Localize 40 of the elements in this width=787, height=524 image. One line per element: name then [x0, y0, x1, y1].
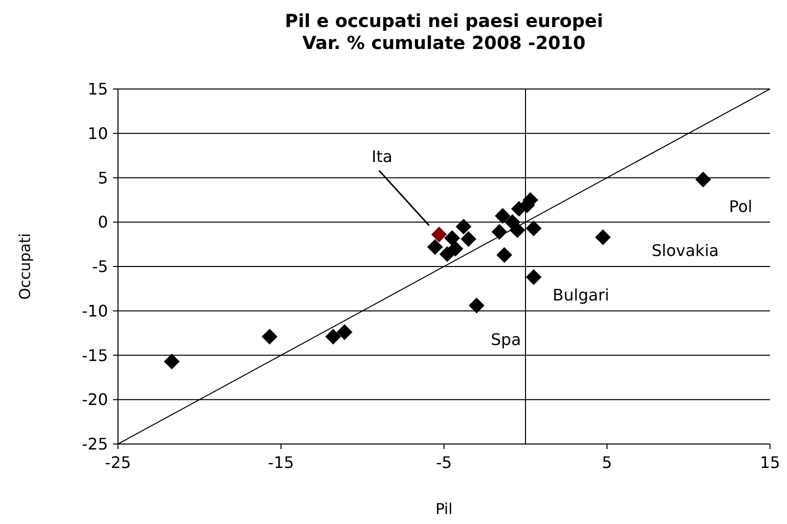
y-tick-label: -15 [82, 346, 108, 365]
x-axis-title: Pil [435, 500, 453, 518]
y-tick-label: 15 [88, 80, 108, 99]
annotation: Bulgari [552, 286, 610, 304]
chart-title: Pil e occupati nei paesi europei Var. % cumulate 2008 -2010 [284, 11, 604, 54]
annotation: Pol [729, 196, 752, 216]
annotation: Slovakia [652, 241, 719, 260]
y-tick-label: -25 [82, 434, 108, 454]
y-tick-label: 5 [98, 168, 108, 188]
point [460, 231, 476, 247]
annotation: Ita [372, 147, 392, 166]
point [526, 220, 542, 236]
point [427, 239, 443, 255]
point [164, 354, 180, 370]
point [494, 208, 511, 224]
point [468, 298, 484, 314]
y-tick-label: -10 [82, 301, 108, 320]
point [509, 222, 526, 238]
y-axis-title: Occupati [16, 233, 34, 300]
x-tick-label: -15 [268, 453, 294, 472]
point [262, 328, 278, 344]
x-tick-label: 5 [602, 453, 612, 472]
point [496, 247, 512, 263]
point [336, 324, 352, 340]
point [595, 229, 611, 246]
annotation: Spa [490, 330, 522, 349]
y-tick-label: 10 [88, 124, 108, 143]
point [325, 328, 342, 344]
x-tick-label: 15 [760, 453, 780, 472]
point [456, 218, 472, 234]
x-tick-label: -5 [436, 453, 452, 472]
y-tick-label: -5 [92, 257, 108, 276]
point [492, 224, 508, 240]
point [695, 172, 712, 188]
point [444, 230, 460, 246]
y-tick-label: -20 [82, 390, 108, 410]
point [431, 226, 447, 242]
y-tick-label: 0 [98, 212, 108, 232]
point [526, 269, 542, 286]
point [448, 240, 464, 257]
